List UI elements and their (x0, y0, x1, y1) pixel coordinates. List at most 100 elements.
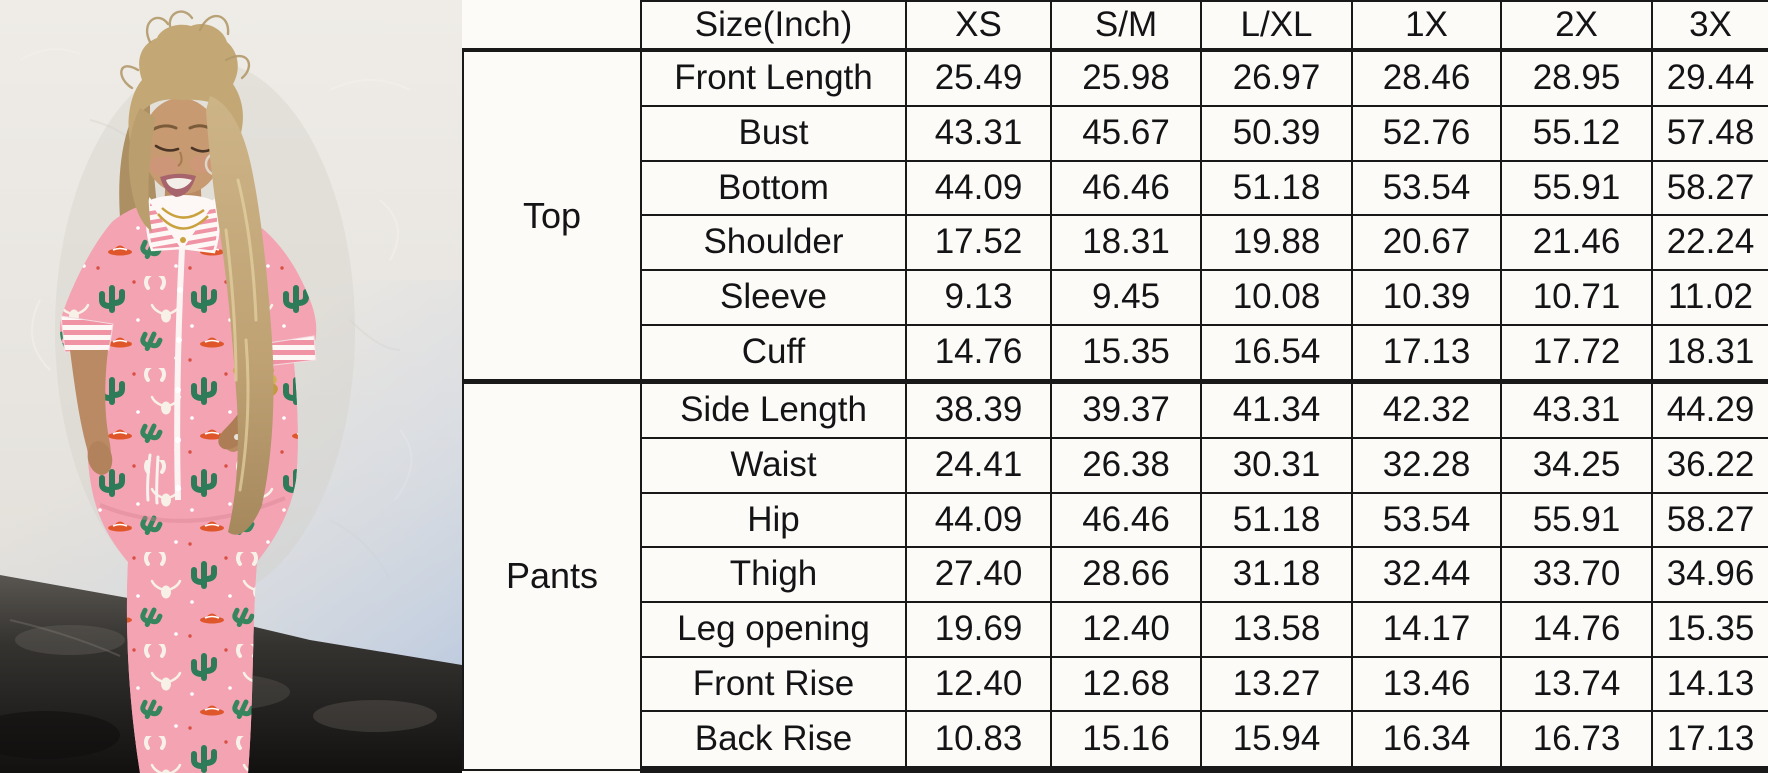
measurement-cell: 14.76 (1500, 601, 1653, 658)
measurement-cell: 51.18 (1200, 159, 1353, 217)
row-label: Front Rise (640, 655, 907, 713)
table-row: Hip 44.09 46.46 51.18 53.54 55.91 58.27 (463, 491, 1768, 549)
measurement-cell: 10.08 (1200, 268, 1353, 326)
head (120, 10, 274, 535)
size-chart: Size(Inch) XS S/M L/XL 1X 2X 3X Top Fron… (462, 0, 1768, 773)
measurement-cell: 30.31 (1200, 437, 1353, 494)
row-label: Back Rise (640, 710, 907, 773)
measurement-cell: 21.46 (1500, 214, 1653, 271)
measurement-cell: 46.46 (1050, 159, 1202, 217)
row-label: Hip (640, 491, 907, 549)
measurement-cell: 55.91 (1500, 159, 1653, 217)
measurement-cell: 52.76 (1351, 105, 1502, 162)
measurement-cell: 44.09 (905, 491, 1052, 549)
measurement-cell: 9.45 (1050, 268, 1202, 326)
table-row: Cuff 14.76 15.35 16.54 17.13 17.72 18.31 (463, 323, 1768, 383)
measurement-cell: 13.58 (1200, 601, 1353, 658)
measurement-cell: 45.67 (1050, 105, 1202, 162)
table-row: Bottom 44.09 46.46 51.18 53.54 55.91 58.… (463, 159, 1768, 217)
measurement-cell: 15.35 (1050, 323, 1202, 383)
col-header-3x: 3X (1651, 0, 1768, 52)
measurement-cell: 50.39 (1200, 105, 1353, 162)
measurement-cell: 29.44 (1651, 48, 1768, 108)
measurement-cell: 19.88 (1200, 214, 1353, 271)
measurement-cell: 55.91 (1500, 491, 1653, 549)
measurement-cell: 13.46 (1351, 655, 1502, 713)
measurement-cell: 16.34 (1351, 710, 1502, 773)
measurement-cell: 12.68 (1050, 655, 1202, 713)
hair-top (128, 23, 243, 142)
measurement-cell: 25.49 (905, 48, 1052, 108)
table-row: Top Front Length 25.49 25.98 26.97 28.46… (462, 48, 1768, 383)
model-figure (55, 10, 355, 773)
measurement-cell: 28.95 (1500, 48, 1653, 108)
measurement-cell: 12.40 (905, 655, 1052, 713)
group-label-pants: Pants (462, 378, 642, 771)
measurement-cell: 13.27 (1200, 655, 1353, 713)
measurement-cell: 16.54 (1200, 323, 1353, 383)
measurement-cell: 38.39 (905, 378, 1052, 440)
row-label: Shoulder (640, 214, 907, 271)
measurement-cell: 46.46 (1050, 491, 1202, 549)
col-header-sm: S/M (1050, 0, 1202, 52)
measurement-cell: 43.31 (905, 105, 1052, 162)
header-row: Size(Inch) XS S/M L/XL 1X 2X 3X (463, 0, 1768, 52)
measurement-cell: 42.32 (1351, 378, 1502, 440)
measurement-cell: 55.12 (1500, 105, 1653, 162)
measurement-cell: 14.76 (905, 323, 1052, 383)
drawstring (146, 453, 160, 505)
measurement-cell: 17.13 (1651, 710, 1768, 773)
measurement-cell: 41.34 (1200, 378, 1353, 440)
collar (150, 195, 214, 248)
measurement-cell: 51.18 (1200, 491, 1353, 549)
measurement-cell: 28.66 (1050, 546, 1202, 604)
measurement-cell: 12.40 (1050, 601, 1202, 658)
table-row: Waist 24.41 26.38 30.31 32.28 34.25 36.2… (463, 437, 1768, 494)
left-cuff (60, 315, 114, 353)
measurement-cell: 26.97 (1200, 48, 1353, 108)
table-row: Back Rise 10.83 15.16 15.94 16.34 16.73 … (463, 710, 1768, 773)
measurement-cell: 28.46 (1351, 48, 1502, 108)
measurement-cell: 17.52 (905, 214, 1052, 271)
table-row: Sleeve 9.13 9.45 10.08 10.39 10.71 11.02 (463, 268, 1768, 326)
col-header-1x: 1X (1351, 0, 1502, 52)
table-row: Thigh 27.40 28.66 31.18 32.44 33.70 34.9… (463, 546, 1768, 604)
measurement-cell: 14.17 (1351, 601, 1502, 658)
row-label: Bottom (640, 159, 907, 217)
model-photo-illustration (0, 0, 462, 773)
row-label: Cuff (640, 323, 907, 383)
measurement-cell: 58.27 (1651, 159, 1768, 217)
measurement-cell: 18.31 (1651, 323, 1768, 383)
row-label: Waist (640, 437, 907, 494)
table-row: Shoulder 17.52 18.31 19.88 20.67 21.46 2… (463, 214, 1768, 271)
measurement-cell: 10.39 (1351, 268, 1502, 326)
col-header-2x: 2X (1500, 0, 1653, 52)
table-row: Pants Side Length 38.39 39.37 41.34 42.3… (462, 378, 1768, 771)
measurement-cell: 24.41 (905, 437, 1052, 494)
measurement-cell: 11.02 (1651, 268, 1768, 326)
measurement-cell: 32.28 (1351, 437, 1502, 494)
measurement-cell: 58.27 (1651, 491, 1768, 549)
product-photo (0, 0, 462, 773)
measurement-cell: 26.38 (1050, 437, 1202, 494)
group-label-top: Top (462, 48, 642, 383)
measurement-cell: 15.94 (1200, 710, 1353, 773)
blank-corner-cell (463, 1, 642, 52)
table-row: Leg opening 19.69 12.40 13.58 14.17 14.7… (463, 601, 1768, 658)
measurement-cell: 31.18 (1200, 546, 1353, 604)
measurement-cell: 22.24 (1651, 214, 1768, 271)
measurement-cell: 17.13 (1351, 323, 1502, 383)
size-chart-table: Size(Inch) XS S/M L/XL 1X 2X 3X Top Fron… (462, 0, 1768, 773)
row-label: Sleeve (640, 268, 907, 326)
hair-long (206, 96, 274, 535)
unit-header-cell: Size(Inch) (640, 0, 907, 52)
measurement-cell: 53.54 (1351, 159, 1502, 217)
measurement-cell: 17.72 (1500, 323, 1653, 383)
measurement-cell: 44.29 (1651, 378, 1768, 440)
gold-necklaces (157, 207, 209, 230)
measurement-cell: 36.22 (1651, 437, 1768, 494)
measurement-cell: 34.96 (1651, 546, 1768, 604)
measurement-cell: 32.44 (1351, 546, 1502, 604)
measurement-cell: 19.69 (905, 601, 1052, 658)
